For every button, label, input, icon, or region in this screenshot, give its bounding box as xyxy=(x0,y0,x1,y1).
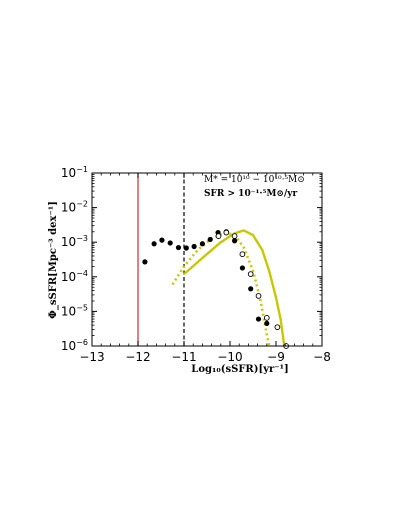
filled-data-point xyxy=(142,259,148,265)
solid-model-curve xyxy=(183,229,286,346)
x-tick-label: −8 xyxy=(313,350,331,364)
filled-data-point xyxy=(248,286,254,292)
data-points xyxy=(142,229,289,349)
plot-frame xyxy=(91,172,323,347)
reference-lines xyxy=(137,173,185,346)
filled-data-point xyxy=(264,320,270,326)
open-data-point xyxy=(239,251,246,258)
y-tick-label: 10−5 xyxy=(61,303,88,318)
filled-data-point xyxy=(199,241,205,247)
open-data-point xyxy=(231,233,238,239)
filled-data-point xyxy=(175,244,182,251)
filled-data-point xyxy=(232,238,238,244)
x-tick-label: −13 xyxy=(79,350,104,364)
x-tick-label: −11 xyxy=(171,350,196,364)
y-tick-label: 10−2 xyxy=(61,200,88,215)
annotation-sfr-cut: SFR > 10⁻¹·⁵M⊙/yr xyxy=(204,189,297,199)
x-axis-label: Log₁₀(sSFR)[yr⁻¹] xyxy=(191,364,288,375)
open-data-point xyxy=(274,324,281,331)
open-data-point xyxy=(223,229,230,236)
filled-data-point xyxy=(239,265,246,271)
axes: −13 −12 −11 −10 −9 −8 10−6 10−5 10−4 10−3 10−2 10−1 xyxy=(61,165,331,364)
open-data-point xyxy=(215,233,222,239)
open-data-point xyxy=(247,271,254,277)
filled-data-point xyxy=(207,236,213,243)
y-tick-label: 10−3 xyxy=(61,234,88,249)
open-data-point xyxy=(255,293,262,299)
y-tick-label: 10−1 xyxy=(61,165,88,180)
model-curves xyxy=(171,229,286,346)
filled-data-point xyxy=(183,245,189,251)
filled-data-point xyxy=(159,237,165,243)
filled-data-point xyxy=(255,316,262,322)
open-data-point xyxy=(263,315,270,321)
y-axis-label: Φ_sSFR[Mpc⁻³ dex⁻¹] xyxy=(48,201,59,319)
y-tick-label: 10−6 xyxy=(61,338,88,353)
x-tick-label: −10 xyxy=(217,350,242,364)
filled-data-point xyxy=(167,240,173,246)
annotation-mass-range: M* = 10¹⁰ − 10¹⁰·⁵M⊙ xyxy=(204,175,305,185)
x-tick-label: −12 xyxy=(125,350,150,364)
y-tick-label: 10−4 xyxy=(61,269,88,284)
filled-data-point xyxy=(191,243,197,250)
x-tick-label: −9 xyxy=(267,350,285,364)
filled-data-point xyxy=(151,241,157,247)
